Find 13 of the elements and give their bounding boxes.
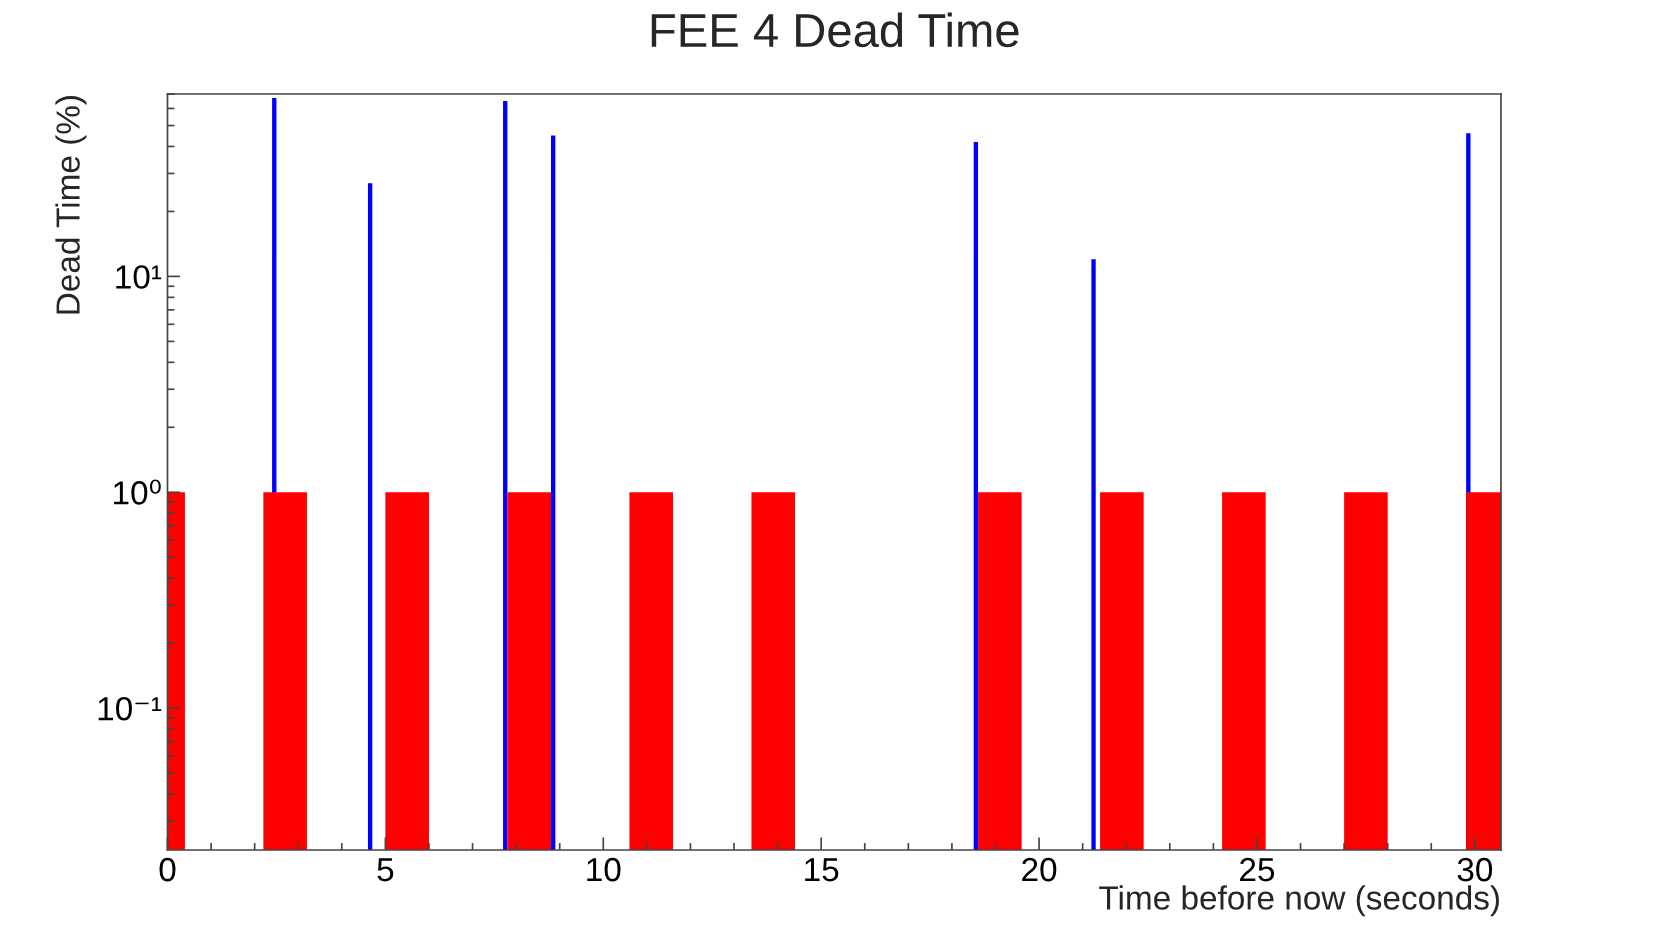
x-tick-label: 10 <box>587 857 621 882</box>
y-tick-label: 10⁰ <box>114 479 161 505</box>
x-tick-label: 30 <box>1457 857 1493 882</box>
x-tick-label: 5 <box>377 858 394 882</box>
x-tick-label: 20 <box>1022 857 1057 882</box>
x-tick-label: 0 <box>159 857 176 882</box>
x-tick-label: 25 <box>1240 857 1275 882</box>
chart-title: FEE 4 Dead Time <box>651 12 1019 48</box>
y-axis-title: Dead Time (%) <box>55 96 87 314</box>
x-tick-label: 15 <box>805 858 839 882</box>
y-tick-label: 10¹ <box>116 265 162 289</box>
y-tick-label: 10⁻¹ <box>98 696 162 721</box>
x-axis-title: Time before now (seconds) <box>1099 885 1499 917</box>
